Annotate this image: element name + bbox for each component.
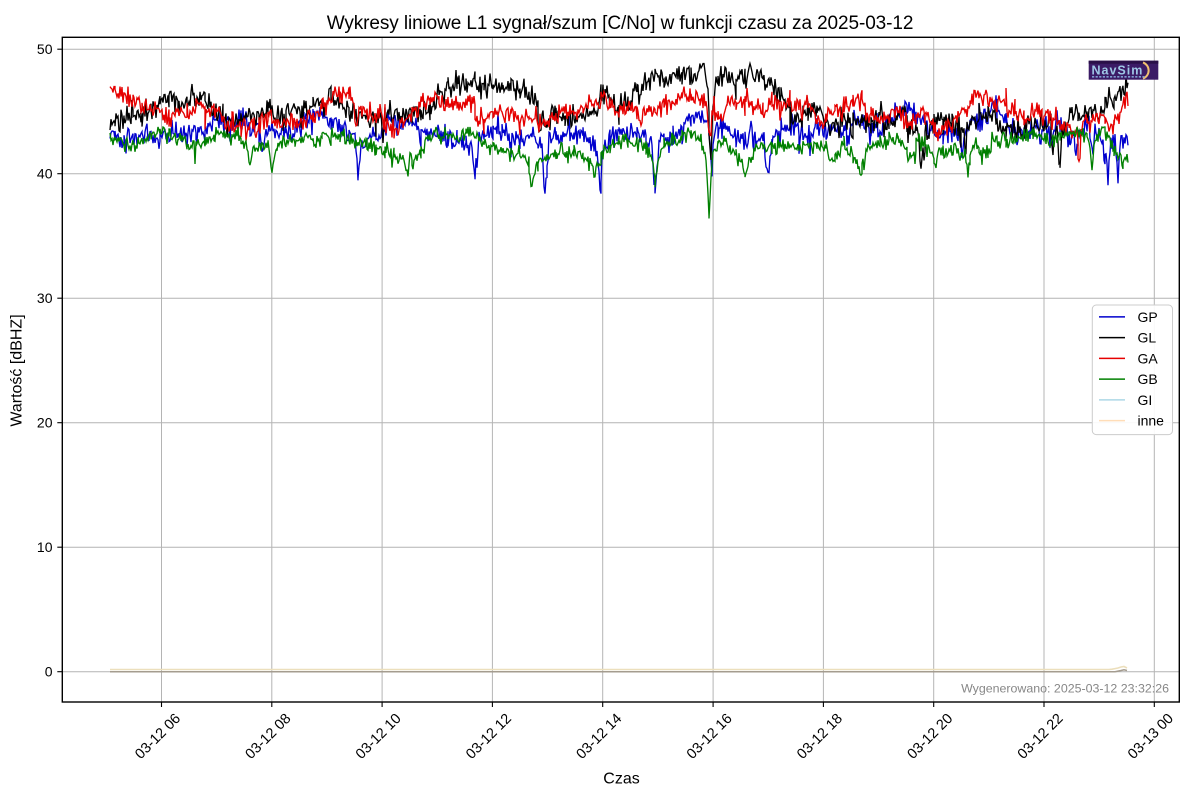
svg-text:GB: GB xyxy=(1138,371,1158,387)
svg-text:GA: GA xyxy=(1138,350,1159,366)
svg-text:GP: GP xyxy=(1138,309,1158,325)
svg-text:GL: GL xyxy=(1138,330,1157,346)
svg-text:inne: inne xyxy=(1138,413,1165,429)
svg-text:30: 30 xyxy=(37,290,53,306)
svg-text:50: 50 xyxy=(37,41,53,57)
svg-text:Wygenerowano: 2025-03-12 23:32: Wygenerowano: 2025-03-12 23:32:26 xyxy=(961,682,1169,696)
svg-text:10: 10 xyxy=(37,539,53,555)
svg-text:20: 20 xyxy=(37,414,53,430)
svg-text:0: 0 xyxy=(45,663,53,679)
svg-text:40: 40 xyxy=(37,165,53,181)
svg-text:GI: GI xyxy=(1138,392,1153,408)
svg-text:Wartość [dBHZ]: Wartość [dBHZ] xyxy=(9,314,26,426)
svg-text:NavSim: NavSim xyxy=(1092,64,1144,78)
svg-text:Czas: Czas xyxy=(603,771,639,788)
svg-text:Wykresy liniowe L1 sygnał/szum: Wykresy liniowe L1 sygnał/szum [C/No] w … xyxy=(327,13,914,34)
